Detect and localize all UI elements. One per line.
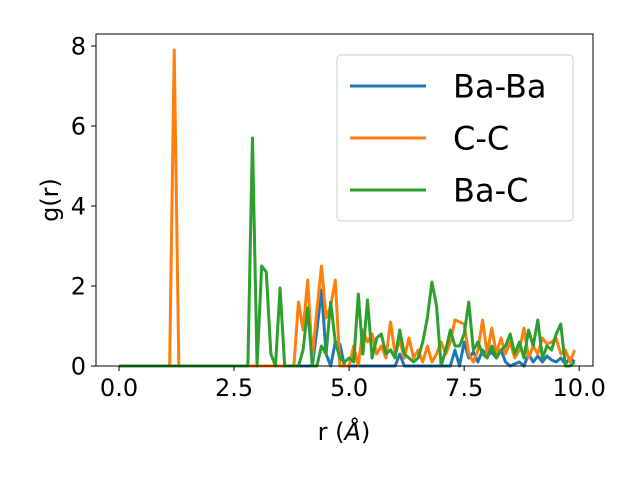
x-axis-label: r (Å): [318, 417, 371, 446]
plot-frame: [95, 33, 594, 367]
y-axis-label: g(r): [36, 178, 64, 222]
y-tick-label: 2: [71, 273, 86, 301]
legend-label-c-c: C-C: [453, 120, 509, 158]
y-tick-label: 6: [71, 113, 86, 141]
x-tick-label: 0.0: [100, 374, 138, 402]
x-axis: 0.0 2.5 5.0 7.5 10.0: [100, 366, 606, 402]
legend-label-ba-ba: Ba-Ba: [453, 68, 547, 106]
legend-box: [336, 54, 574, 222]
legend-label-ba-c: Ba-C: [453, 172, 528, 210]
y-tick-label: 4: [71, 193, 86, 221]
x-tick-label: 7.5: [445, 374, 483, 402]
series-line-ba-c: [119, 136, 576, 368]
x-tick-label: 5.0: [330, 374, 368, 402]
series-layer: [119, 48, 576, 368]
y-axis: 0 2 4 6 8: [71, 33, 96, 381]
y-tick-label: 0: [71, 353, 86, 381]
x-tick-label: 10.0: [552, 374, 605, 402]
series-line-c-c: [119, 48, 576, 368]
y-tick-label: 8: [71, 33, 86, 61]
legend: Ba-Ba C-C Ba-C: [336, 54, 574, 222]
x-tick-label: 2.5: [215, 374, 253, 402]
